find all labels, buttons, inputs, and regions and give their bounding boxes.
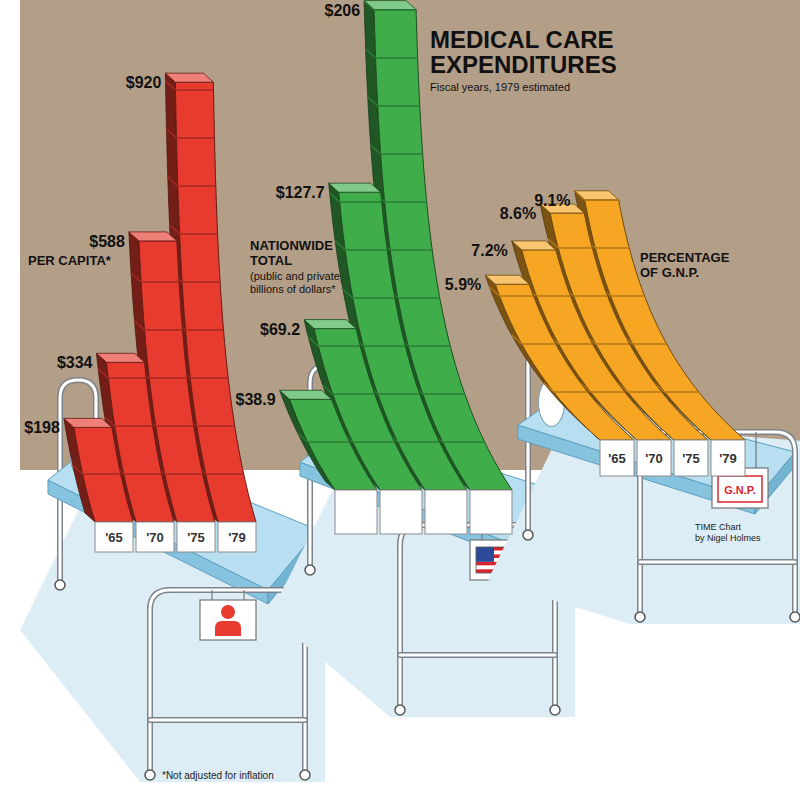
bar-block-line — [490, 287, 588, 392]
bar-end — [95, 522, 133, 552]
bed-wheel — [145, 770, 155, 780]
bar-end — [136, 522, 174, 552]
placard-hanger — [211, 590, 212, 600]
chart-title: PERCENTAGEOF G.N.P. — [640, 250, 730, 280]
sign-frame — [718, 476, 762, 502]
person-icon-body — [215, 621, 241, 636]
category-label: '75 — [682, 451, 700, 466]
bed-tube — [400, 654, 555, 657]
bed-wheel — [790, 612, 800, 622]
data-label: 9.1% — [534, 192, 570, 209]
credit: by Nigel Holmes — [695, 533, 761, 543]
chart-title: NATIONWIDETOTAL — [250, 238, 333, 268]
bar-block-line — [298, 433, 350, 442]
data-label: $198 — [24, 419, 60, 436]
bar-top — [304, 320, 356, 329]
category-label: '65 — [608, 451, 626, 466]
data-label: 5.9% — [445, 276, 481, 293]
bar-top — [129, 232, 177, 241]
chart-title: PER CAPITA* — [28, 253, 112, 268]
data-label: $127.7 — [276, 184, 325, 201]
bed-tube-outline — [400, 652, 555, 658]
bed-tube-outline — [150, 717, 305, 723]
person-icon-head — [221, 605, 235, 619]
bed-wheel — [300, 770, 310, 780]
data-label: $206 — [325, 2, 361, 19]
credit: TIME Chart — [695, 522, 742, 532]
bed-wheel — [305, 565, 315, 575]
flag-canton — [476, 547, 494, 562]
bar-end — [600, 440, 634, 476]
bed-tube — [640, 561, 795, 564]
data-label: $38.9 — [236, 391, 276, 408]
bars — [280, 1, 512, 534]
data-label: $334 — [57, 354, 93, 371]
category-label: '79 — [228, 530, 246, 545]
placard-hanger — [755, 432, 756, 468]
bed-wheel — [550, 705, 560, 715]
data-label: $69.2 — [260, 321, 300, 338]
bar-top — [280, 390, 332, 399]
bar-top — [512, 241, 556, 250]
bed-wheel — [55, 580, 65, 590]
placard — [200, 600, 256, 640]
bed-tube-outline — [640, 559, 795, 565]
data-label: 8.6% — [500, 205, 536, 222]
bar — [290, 399, 377, 490]
bed-wheel — [395, 705, 405, 715]
bar-top — [329, 183, 381, 192]
footnote: *Not adjusted for inflation — [162, 770, 274, 781]
bed-wheel — [523, 530, 533, 540]
bed-tube — [150, 719, 305, 722]
bar-end — [637, 440, 671, 476]
bar-end — [425, 490, 467, 534]
data-label: $588 — [89, 233, 125, 250]
category-label: '70 — [645, 451, 663, 466]
header-subtitle: Fiscal years, 1979 estimated — [430, 81, 570, 93]
header-title: MEDICAL CAREEXPENDITURES — [430, 26, 617, 78]
bar-top — [165, 73, 213, 82]
data-label: $920 — [126, 74, 162, 91]
bar-top — [575, 191, 619, 200]
chart-subtitle: (public and private) inbillions of dolla… — [250, 270, 355, 295]
bars — [485, 191, 745, 476]
bar-labels: '79 9.1% '75 8.6% '70 7.2% '65 5.9% — [445, 192, 737, 466]
bar-end — [177, 522, 215, 552]
category-label: '79 — [719, 451, 737, 466]
bar-labels: $206 $127.7 $69.2 $38.9 — [236, 2, 361, 409]
bar-end — [335, 490, 377, 534]
bed-wheel — [635, 612, 645, 622]
chart-canvas: G.N.P. MEDICAL CAREEXPENDITURES Fiscal yea… — [0, 0, 800, 789]
bar-top — [485, 275, 529, 284]
bar-end — [674, 440, 708, 476]
bars — [64, 73, 256, 552]
bar-top — [97, 353, 145, 362]
bar-block-line — [73, 465, 121, 474]
bar-labels: '79 $920 '75 $588 '70 $334 '65 $198 — [24, 74, 245, 545]
bar-end — [380, 490, 422, 534]
bar-end — [470, 490, 512, 534]
sign-text: G.N.P. — [724, 484, 756, 496]
bar-end — [218, 522, 256, 552]
category-label: '75 — [187, 530, 205, 545]
bar — [495, 284, 634, 440]
bar-top — [64, 418, 112, 427]
bar-end — [711, 440, 745, 476]
placard-hanger — [243, 590, 244, 600]
category-label: '70 — [146, 530, 164, 545]
category-label: '65 — [105, 530, 123, 545]
data-label: 7.2% — [471, 242, 507, 259]
